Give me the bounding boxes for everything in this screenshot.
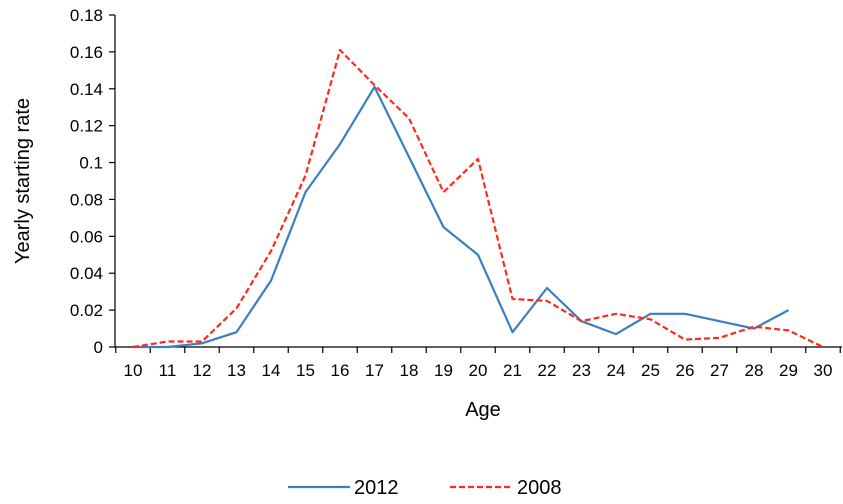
y-tick-label: 0.02: [70, 301, 103, 320]
x-axis-ticks: 10 11 12 13 14 15 16 17 18 19 20 21 22 23 24 25 26 27 28 29…: [115, 347, 841, 380]
x-tick-label: 25: [641, 361, 660, 380]
series-layer: [132, 48, 824, 349]
x-tick-label: 26: [676, 361, 695, 380]
series-line-2012: [133, 85, 790, 349]
x-tick-label: 22: [538, 361, 557, 380]
x-tick-label: 18: [400, 361, 419, 380]
x-tick-label: 29: [779, 361, 798, 380]
y-tick-label: 0.08: [70, 190, 103, 209]
x-tick-label: 12: [193, 361, 212, 380]
x-tick-label: 19: [434, 361, 453, 380]
y-tick-label: 0: [94, 338, 103, 357]
y-axis-ticks: 0 0.02 0.04 0.06 0.08 0.1 0.12 0.14 0.16 0.18: [70, 6, 115, 357]
series-line-2008: [132, 48, 824, 349]
y-tick-label: 0.06: [70, 227, 103, 246]
x-tick-label: 28: [745, 361, 764, 380]
x-tick-label: 14: [262, 361, 281, 380]
x-axis-label: Age: [465, 399, 501, 421]
y-tick-label: 0.04: [70, 264, 103, 283]
x-tick-label: 11: [159, 361, 177, 380]
legend-label-2012: 2012: [354, 477, 399, 499]
x-tick-label: 17: [365, 361, 384, 380]
x-tick-label: 10: [124, 361, 143, 380]
legend: 2012 2008: [288, 477, 562, 499]
y-axis-label: Yearly starting rate: [12, 98, 34, 264]
x-tick-label: 20: [469, 361, 488, 380]
y-tick-label: 0.12: [70, 117, 103, 136]
y-tick-label: 0.1: [79, 154, 103, 173]
x-tick-label: 16: [331, 361, 350, 380]
x-tick-label: 21: [503, 361, 522, 380]
y-tick-label: 0.18: [70, 6, 103, 25]
y-tick-label: 0.16: [70, 43, 103, 62]
x-tick-label: 30: [814, 361, 833, 380]
x-tick-label: 13: [227, 361, 246, 380]
x-tick-label: 23: [572, 361, 591, 380]
x-tick-label: 24: [607, 361, 626, 380]
y-tick-label: 0.14: [70, 80, 103, 99]
legend-label-2008: 2008: [517, 477, 562, 499]
x-tick-label: 15: [296, 361, 315, 380]
x-tick-label: 27: [710, 361, 729, 380]
